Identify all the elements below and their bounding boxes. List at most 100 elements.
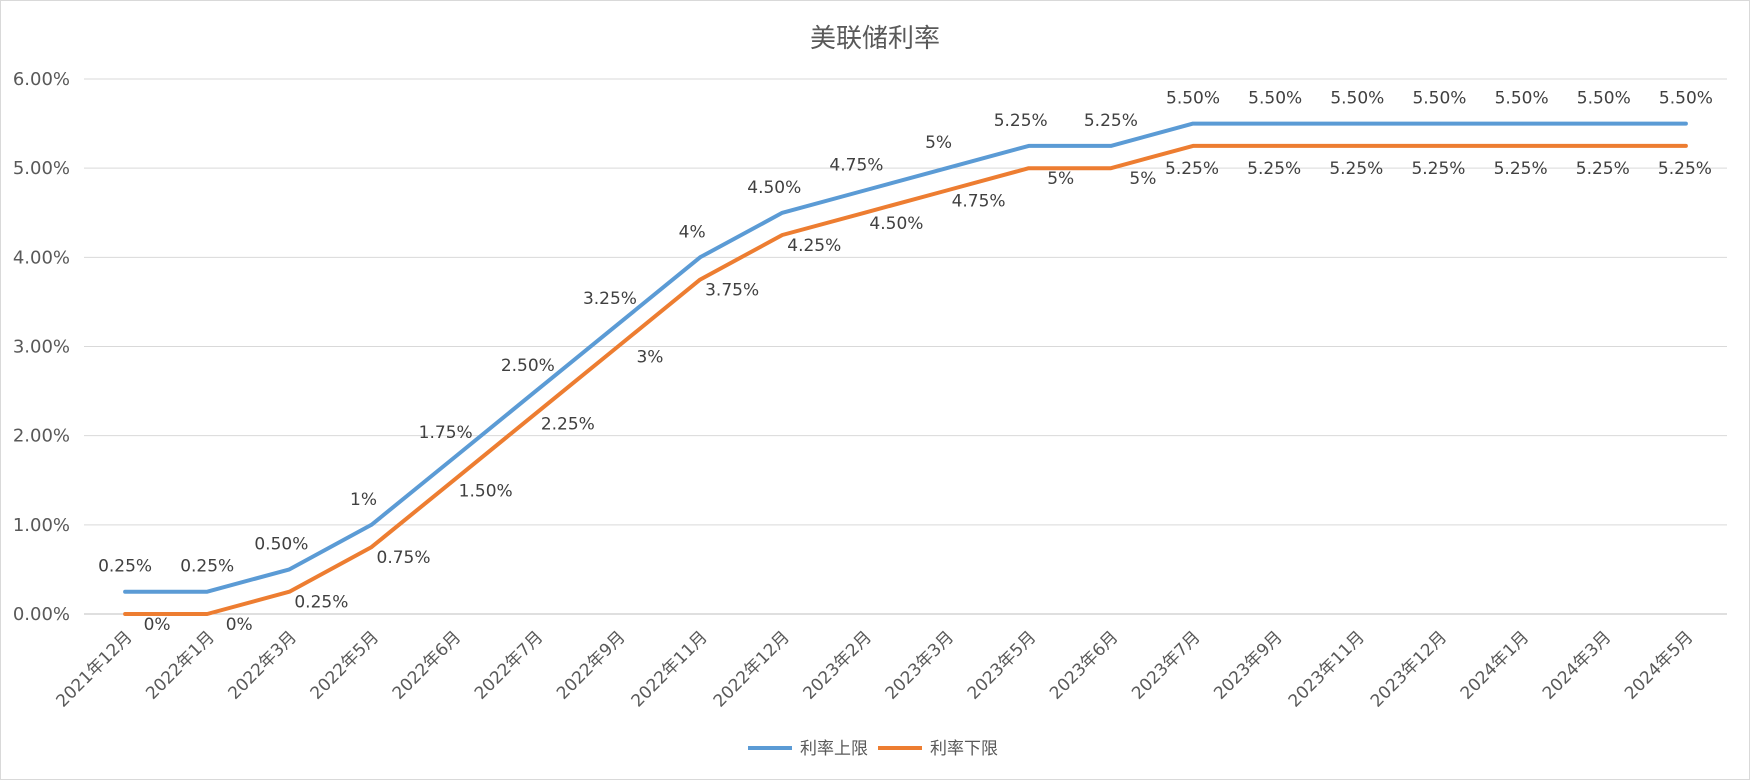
series-line [123,121,1688,594]
data-label-upper: 0.50% [254,534,308,554]
x-tick-label: 2023年11月 [1285,627,1369,711]
data-label-upper: 5.25% [1084,111,1138,131]
data-label-lower: 5.25% [1576,159,1630,179]
data-point [287,590,291,594]
data-label-upper: 1% [350,490,377,510]
data-point [1437,122,1441,126]
data-point [1437,144,1441,148]
x-tick-label: 2022年12月 [710,627,794,711]
data-labels: 0.25% 0.25% 0.50% 1% 1.75% 2.50% 3.25% 4% 4.50% 4… [98,89,1713,635]
data-point [862,211,866,215]
legend-label[interactable]: 利率下限 [930,739,998,759]
data-label-upper: 5.50% [1577,89,1631,109]
x-tick-label: 2023年12月 [1367,627,1451,711]
data-point [534,411,538,415]
data-label-lower: 5.25% [1494,159,1548,179]
data-label-upper: 2.50% [501,356,555,376]
data-label-upper: 4.50% [747,178,801,198]
data-label-upper: 5.50% [1412,89,1466,109]
data-point [123,590,127,594]
series-lines [123,121,1688,616]
y-axis: 0.00% 1.00% 2.00% 3.00% 4.00% 5.00% 6.00% [13,69,70,625]
data-point [780,233,784,237]
data-point [698,255,702,259]
x-tick-label: 2023年3月 [882,627,958,703]
data-point [1684,144,1688,148]
y-tick-label: 2.00% [13,426,70,447]
data-point [1273,144,1277,148]
data-label-upper: 0.25% [180,557,234,577]
y-tick-label: 4.00% [13,247,70,268]
data-point [1684,122,1688,126]
data-label-upper: 5.50% [1166,89,1220,109]
x-tick-label: 2022年1月 [142,627,218,703]
data-label-upper: 5.50% [1659,89,1713,109]
data-label-lower: 0.75% [377,548,431,568]
data-point [1355,144,1359,148]
y-tick-label: 3.00% [13,337,70,358]
data-point [616,322,620,326]
series-line [123,143,1688,616]
data-label-upper: 4.75% [829,155,883,175]
data-point [1602,144,1606,148]
data-point [370,545,374,549]
data-label-lower: 0% [226,615,253,635]
legend-label[interactable]: 利率上限 [800,739,868,759]
data-point [1109,166,1113,170]
data-label-upper: 4% [679,222,706,242]
gridlines [84,78,1727,615]
data-point [1520,144,1524,148]
x-tick-label: 2022年9月 [553,627,629,703]
data-point [534,389,538,393]
data-label-lower: 4.50% [869,214,923,234]
data-label-lower: 5.25% [1329,159,1383,179]
data-point [1027,166,1031,170]
data-point [698,278,702,282]
y-tick-label: 0.00% [13,604,70,625]
y-tick-label: 5.00% [13,158,70,179]
data-point [287,567,291,571]
data-label-upper: 5.50% [1248,89,1302,109]
data-label-lower: 5.25% [1411,159,1465,179]
data-label-upper: 5.25% [994,111,1048,131]
data-point [1027,144,1031,148]
data-label-upper: 5.50% [1495,89,1549,109]
data-point [780,211,784,215]
data-point [1355,122,1359,126]
data-label-lower: 1.50% [459,481,513,501]
data-label-upper: 5% [925,133,952,153]
chart-title: 美联储利率 [809,24,940,54]
data-label-upper: 3.25% [583,289,637,309]
data-label-upper: 1.75% [419,423,473,443]
x-tick-label: 2021年12月 [53,627,137,711]
data-label-lower: 5% [1129,169,1156,189]
data-point [452,456,456,460]
x-tick-label: 2023年2月 [800,627,876,703]
x-axis: 2021年12月 2022年1月 2022年3月 2022年5月 2022年6月 2022… [53,627,1698,711]
data-label-lower: 0% [144,615,171,635]
data-point [945,188,949,192]
data-label-lower: 4.75% [952,191,1006,211]
data-point [945,166,949,170]
data-point [205,590,209,594]
x-tick-label: 2022年6月 [389,627,465,703]
x-tick-label: 2022年3月 [224,627,300,703]
x-tick-label: 2022年5月 [307,627,383,703]
x-tick-label: 2023年5月 [964,627,1040,703]
data-point [1191,144,1195,148]
data-point [1191,122,1195,126]
data-point [205,612,209,616]
data-label-lower: 5.25% [1165,159,1219,179]
data-label-upper: 5.50% [1330,89,1384,109]
data-label-lower: 2.25% [541,414,595,434]
legend[interactable]: 利率上限 利率下限 [748,739,998,759]
data-label-lower: 5.25% [1247,159,1301,179]
data-point [1602,122,1606,126]
y-tick-label: 6.00% [13,69,70,90]
x-tick-label: 2023年6月 [1046,627,1122,703]
x-tick-label: 2023年9月 [1210,627,1286,703]
data-label-lower: 4.25% [787,236,841,256]
data-label-lower: 3% [636,348,663,368]
x-tick-label: 2024年5月 [1621,627,1697,703]
